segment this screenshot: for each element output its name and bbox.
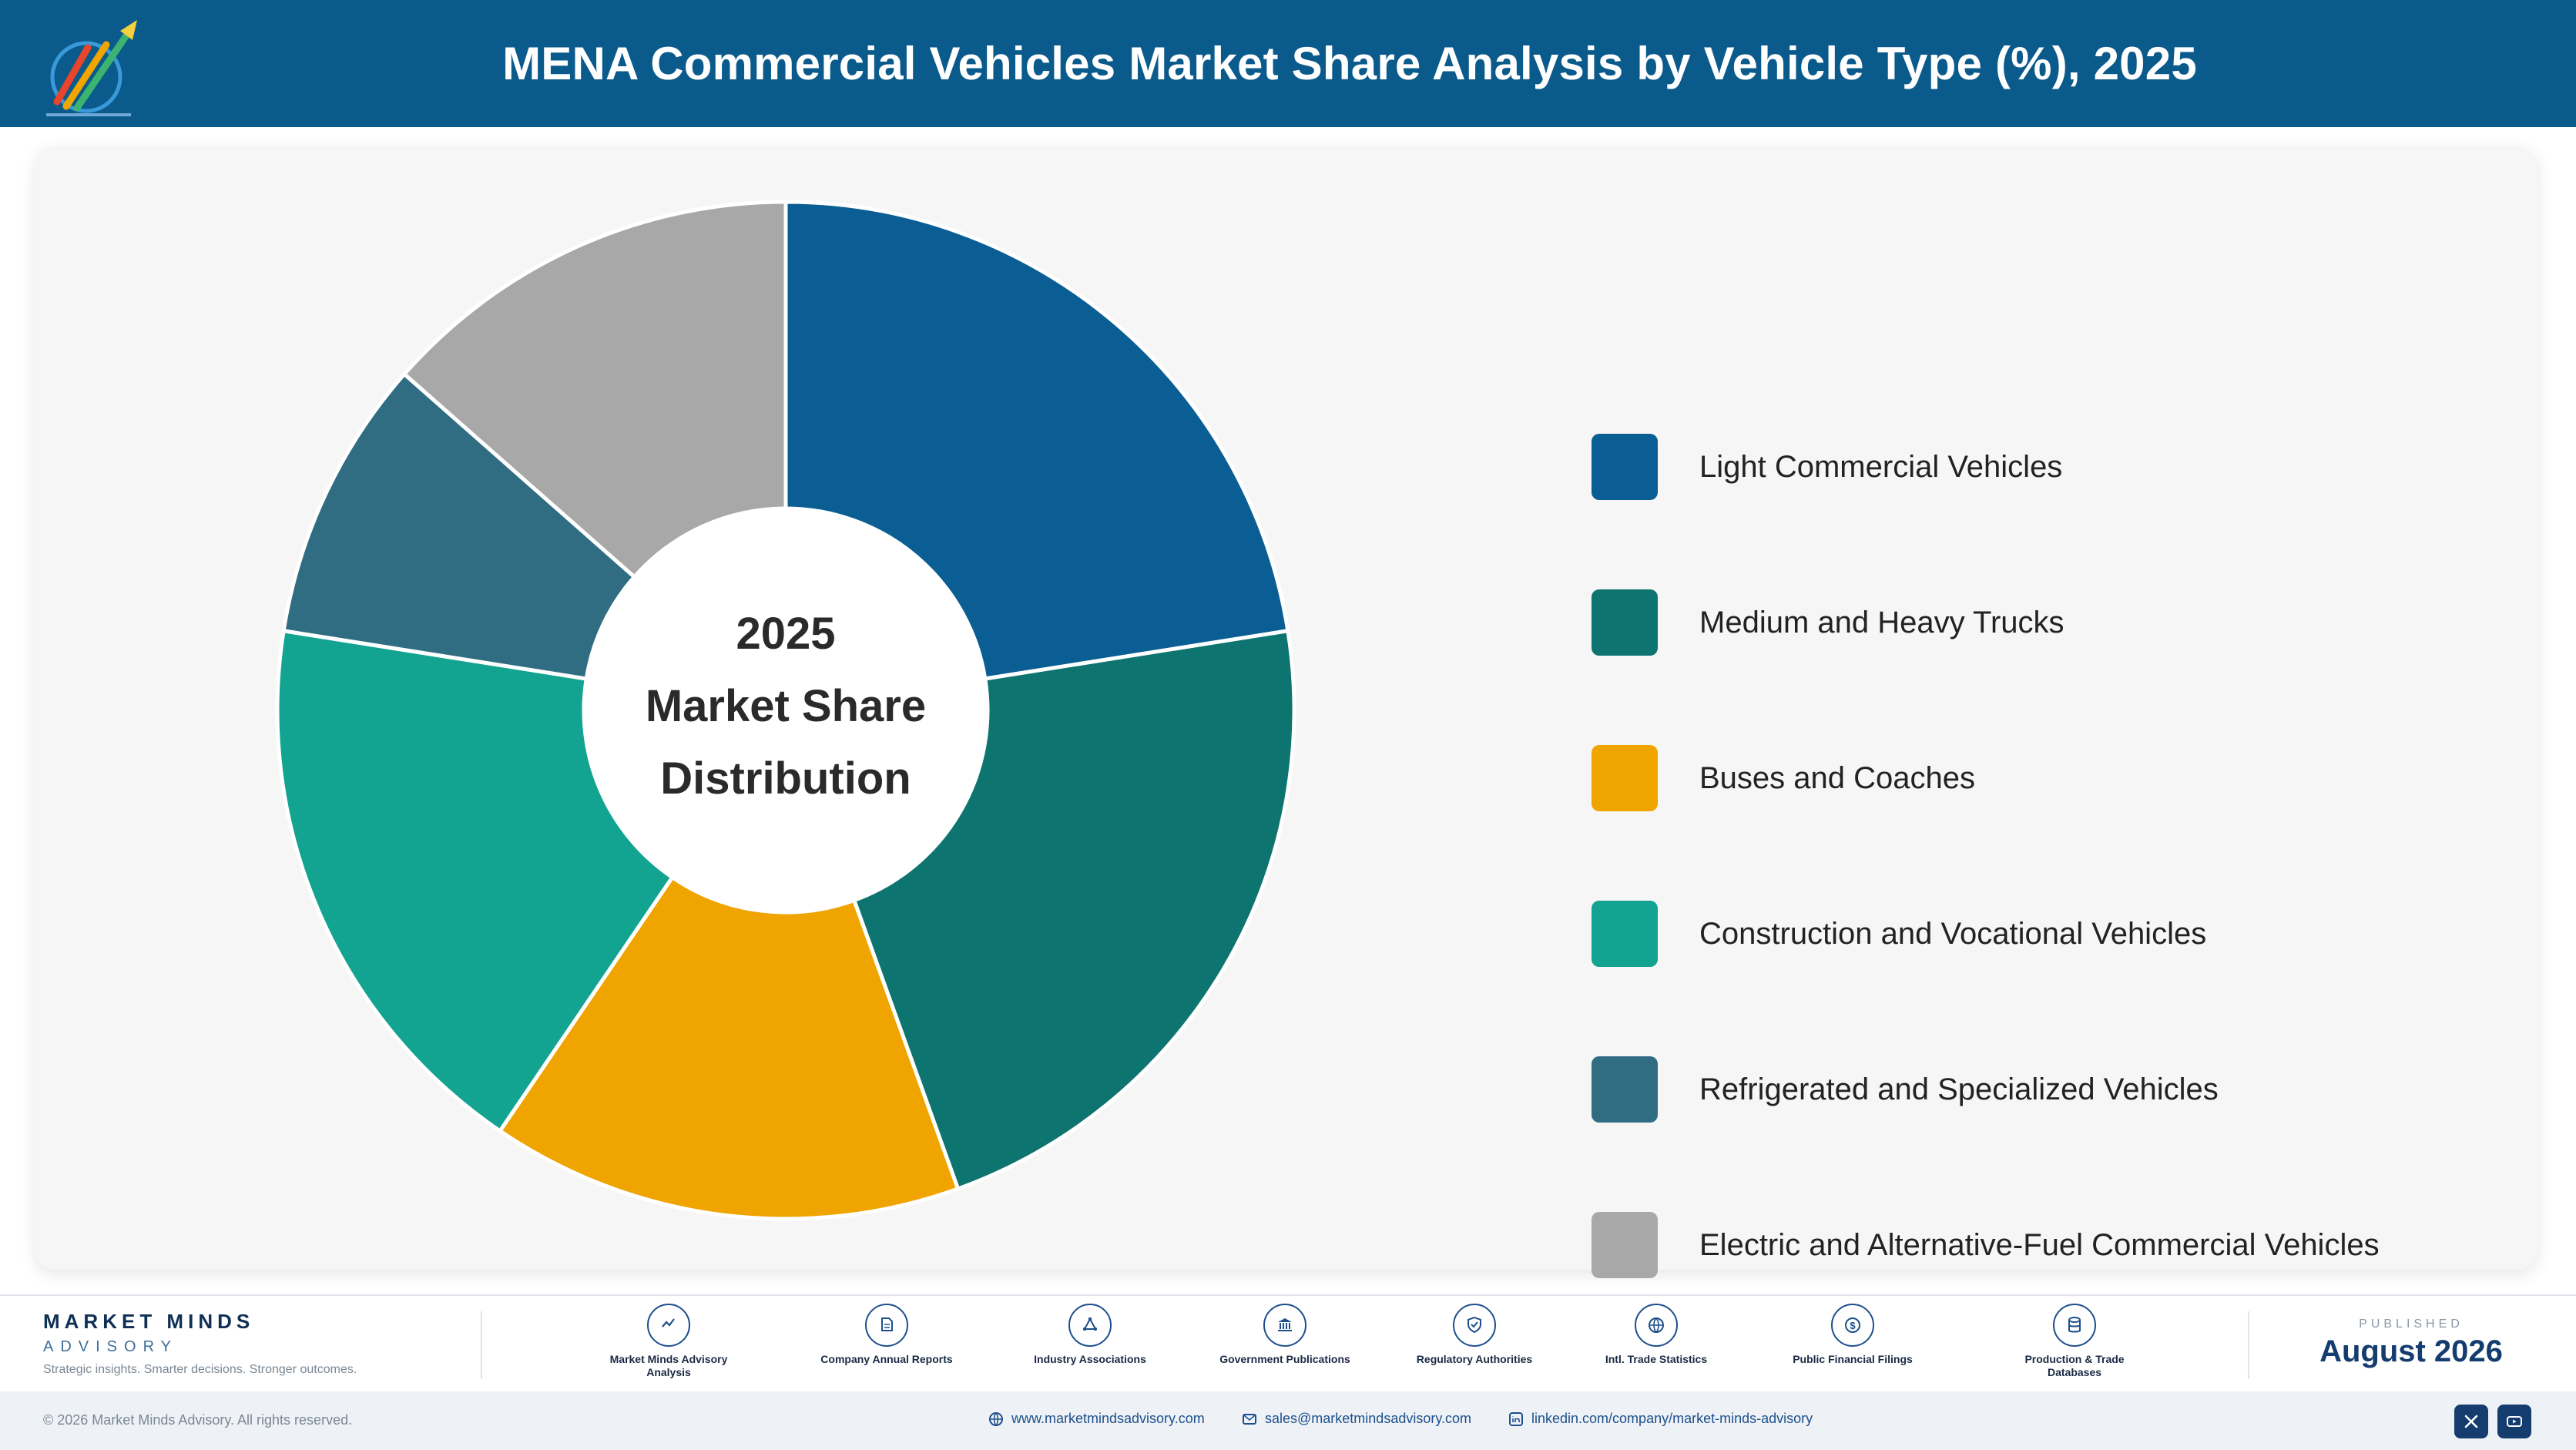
mail-icon bbox=[1243, 1413, 1256, 1425]
donut-chart: 2025 Market Share Distribution bbox=[275, 200, 1296, 1221]
legend-swatch bbox=[1592, 1212, 1658, 1278]
copyright-text: © 2026 Market Minds Advisory. All rights… bbox=[43, 1412, 353, 1428]
footer: MARKET MINDS ADVISORY Strategic insights… bbox=[0, 1294, 2576, 1392]
globe-icon bbox=[989, 1411, 1003, 1426]
legend-item-light-commercial-vehicles: Light Commercial Vehicles bbox=[1592, 433, 2062, 501]
legend-item-construction-and-vocational-vehicles: Construction and Vocational Vehicles bbox=[1592, 900, 2206, 968]
legend-swatch bbox=[1592, 434, 1658, 500]
legend-label: Buses and Coaches bbox=[1699, 760, 1976, 795]
page-title: MENA Commercial Vehicles Market Share An… bbox=[502, 38, 2197, 89]
brand-tagline: Strategic insights. Smarter decisions. S… bbox=[43, 1363, 357, 1376]
network-icon bbox=[1068, 1304, 1112, 1347]
legend-label: Refrigerated and Specialized Vehicles bbox=[1699, 1072, 2219, 1106]
youtube-icon bbox=[2507, 1416, 2522, 1427]
source-item: Industry Associations bbox=[1013, 1304, 1167, 1366]
dollar-coin-icon: $ bbox=[1831, 1304, 1874, 1347]
source-label: Industry Associations bbox=[1034, 1353, 1146, 1365]
center-label-line: Market Share bbox=[646, 681, 926, 731]
linkedin-text[interactable]: linkedin.com/company/market-minds-adviso… bbox=[1531, 1411, 1813, 1426]
x-icon bbox=[2464, 1415, 2478, 1428]
legend-swatch bbox=[1592, 1056, 1658, 1123]
source-label: Government Publications bbox=[1219, 1353, 1350, 1365]
header-bar: MENA Commercial Vehicles Market Share An… bbox=[0, 0, 2576, 127]
divider bbox=[2248, 1311, 2249, 1379]
legend-item-electric-and-alternative-fuel-commercial-vehicles: Electric and Alternative-Fuel Commercial… bbox=[1592, 1211, 2380, 1279]
source-item: Market Minds Advisory Analysis bbox=[592, 1304, 746, 1379]
email-link[interactable]: sales@marketmindsadvisory.com bbox=[1242, 1411, 1471, 1427]
database-icon bbox=[2053, 1304, 2096, 1347]
source-item: Government Publications bbox=[1208, 1304, 1362, 1366]
source-item: $ Public Financial Filings bbox=[1776, 1304, 1930, 1366]
legend-label: Construction and Vocational Vehicles bbox=[1699, 916, 2207, 951]
legend-label: Electric and Alternative-Fuel Commercial… bbox=[1699, 1227, 2380, 1262]
donut-center bbox=[584, 509, 988, 912]
x-social-button[interactable] bbox=[2454, 1405, 2488, 1438]
divider bbox=[481, 1311, 482, 1379]
shield-check-icon bbox=[1453, 1304, 1496, 1347]
email-text[interactable]: sales@marketmindsadvisory.com bbox=[1265, 1411, 1472, 1426]
chart-card: 2025 Market Share Distribution Light Comme… bbox=[35, 146, 2537, 1278]
youtube-social-button[interactable] bbox=[2497, 1405, 2531, 1438]
globe-icon bbox=[1635, 1304, 1678, 1347]
published-date: August 2026 bbox=[2319, 1334, 2503, 1368]
svg-text:$: $ bbox=[1850, 1320, 1856, 1331]
source-item: Regulatory Authorities bbox=[1397, 1304, 1551, 1366]
bottom-bar: © 2026 Market Minds Advisory. All rights… bbox=[0, 1391, 2576, 1450]
linkedin-icon bbox=[1509, 1411, 1523, 1426]
center-label-line: 2025 bbox=[736, 609, 835, 659]
document-icon bbox=[865, 1304, 908, 1347]
website-link[interactable]: www.marketmindsadvisory.com bbox=[988, 1411, 1205, 1427]
published-label: PUBLISHED bbox=[2359, 1317, 2464, 1331]
market-minds-logo-icon bbox=[46, 20, 137, 116]
legend-label: Light Commercial Vehicles bbox=[1699, 449, 2063, 484]
legend-swatch bbox=[1592, 745, 1658, 811]
center-label-line: Distribution bbox=[660, 754, 911, 804]
source-item: Intl. Trade Statistics bbox=[1579, 1304, 1733, 1366]
legend-item-refrigerated-and-specialized-vehicles: Refrigerated and Specialized Vehicles bbox=[1592, 1056, 2219, 1123]
legend-item-buses-and-coaches: Buses and Coaches bbox=[1592, 744, 1975, 812]
brand-subtitle: ADVISORY bbox=[43, 1338, 178, 1355]
legend-label: Medium and Heavy Trucks bbox=[1699, 605, 2064, 639]
source-label: Market Minds Advisory Analysis bbox=[609, 1353, 728, 1378]
trend-chart-icon bbox=[647, 1304, 690, 1347]
government-building-icon bbox=[1263, 1304, 1306, 1347]
website-text[interactable]: www.marketmindsadvisory.com bbox=[1011, 1411, 1205, 1426]
legend-swatch bbox=[1592, 589, 1658, 656]
linkedin-link[interactable]: linkedin.com/company/market-minds-adviso… bbox=[1508, 1411, 1813, 1427]
source-label: Production & Trade Databases bbox=[2024, 1353, 2125, 1378]
source-label: Company Annual Reports bbox=[820, 1353, 953, 1365]
source-label: Intl. Trade Statistics bbox=[1605, 1353, 1708, 1365]
source-label: Regulatory Authorities bbox=[1416, 1353, 1533, 1365]
source-label: Public Financial Filings bbox=[1793, 1353, 1913, 1365]
legend-swatch bbox=[1592, 901, 1658, 967]
brand-name: MARKET MINDS bbox=[43, 1310, 255, 1333]
legend-item-medium-and-heavy-trucks: Medium and Heavy Trucks bbox=[1592, 589, 2064, 656]
source-item: Company Annual Reports bbox=[810, 1304, 964, 1366]
source-item: Production & Trade Databases bbox=[1997, 1304, 2152, 1379]
